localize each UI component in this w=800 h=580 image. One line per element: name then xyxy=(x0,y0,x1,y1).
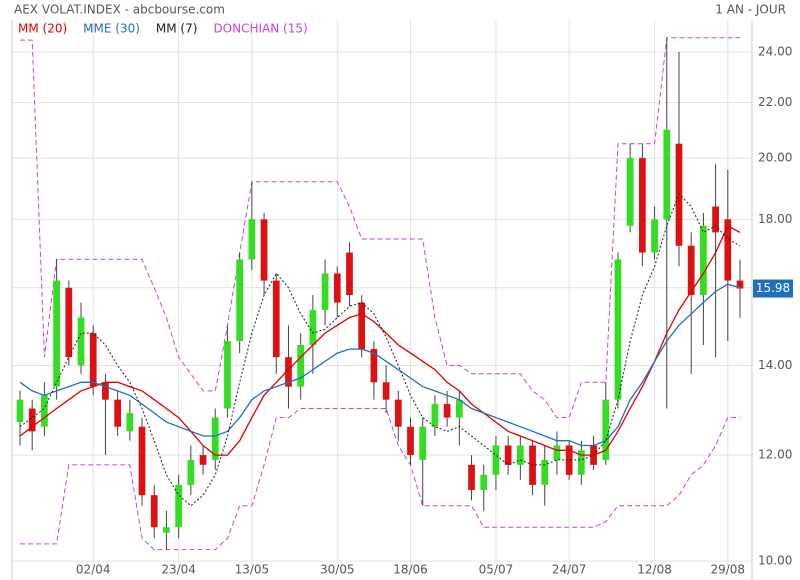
x-tick-label: 05/07 xyxy=(479,563,514,577)
legend-entry: DONCHIAN (15) xyxy=(213,22,307,36)
x-tick-label: 13/05 xyxy=(235,563,270,577)
candle-body xyxy=(626,158,634,226)
candle-body xyxy=(468,464,475,491)
candle-body xyxy=(700,225,707,296)
candle-body xyxy=(516,445,524,465)
candle-body xyxy=(199,455,207,465)
candle-body xyxy=(358,302,366,350)
candle-body xyxy=(248,219,256,260)
candle-body xyxy=(65,287,73,358)
candle-body xyxy=(712,206,719,233)
candle-body xyxy=(16,399,24,423)
x-tick-label: 29/08 xyxy=(710,563,745,577)
candle-body xyxy=(736,280,744,289)
indicator-line xyxy=(19,193,741,507)
candle-body xyxy=(236,259,244,342)
candle-body xyxy=(370,349,378,383)
x-tick-label: 12/08 xyxy=(637,563,672,577)
donchian-lower xyxy=(20,408,740,551)
candle-body xyxy=(382,382,390,400)
candle-body xyxy=(211,417,219,460)
candle-body xyxy=(504,445,512,465)
candle-body xyxy=(419,426,427,460)
candle-body xyxy=(114,399,121,427)
y-tick-label: 10.00 xyxy=(758,554,792,568)
x-tick-label: 24/07 xyxy=(552,563,587,577)
y-tick-label: 20.00 xyxy=(758,151,792,165)
last-price-label: 15.98 xyxy=(756,281,790,295)
candle-body xyxy=(126,413,134,432)
candle-body xyxy=(394,399,402,427)
x-tick-label: 30/05 xyxy=(320,563,355,577)
candle-body xyxy=(663,129,671,220)
candle-body xyxy=(333,273,341,303)
candle-body xyxy=(480,474,488,491)
candle-body xyxy=(272,280,280,358)
candle-body xyxy=(407,426,414,456)
y-tick-label: 18.00 xyxy=(758,212,792,226)
x-tick-label: 18/06 xyxy=(393,563,428,577)
period-label: 1 AN - JOUR xyxy=(715,3,786,17)
candle-body xyxy=(651,219,658,253)
donchian-upper xyxy=(20,37,740,419)
candle-body xyxy=(28,408,36,432)
candle-body xyxy=(553,445,561,460)
candle-body xyxy=(285,357,292,387)
candle-body xyxy=(578,450,585,475)
candle-body xyxy=(455,399,463,418)
candle-body xyxy=(687,245,695,296)
candle-body xyxy=(724,219,732,281)
candle-body xyxy=(321,273,329,311)
candle-body xyxy=(163,527,170,533)
candle-body xyxy=(41,395,48,427)
candle-body xyxy=(602,399,610,460)
candle-body xyxy=(309,310,317,346)
candle-body xyxy=(89,333,97,387)
candle-body xyxy=(565,445,573,475)
candle-body xyxy=(443,404,451,418)
candle-body xyxy=(175,484,182,528)
candle-body xyxy=(53,280,60,387)
candle-body xyxy=(77,317,85,366)
candle-body xyxy=(260,219,268,281)
candle-body xyxy=(541,459,549,485)
candle-body xyxy=(346,252,353,296)
candle-body xyxy=(102,382,109,400)
y-tick-label: 14.00 xyxy=(758,358,792,372)
candle-body xyxy=(614,259,622,400)
last-price-box xyxy=(753,279,793,298)
candle-body xyxy=(297,345,305,387)
legend-entry: MM (7) xyxy=(156,22,198,36)
indicator-line xyxy=(19,224,741,456)
x-tick-label: 23/04 xyxy=(161,563,196,577)
candle-body xyxy=(224,341,231,409)
candle-body xyxy=(138,426,146,496)
y-tick-label: 22.00 xyxy=(758,95,792,109)
chart-title: AEX VOLAT.INDEX - abcbourse.com xyxy=(14,3,225,17)
indicator-line xyxy=(19,283,741,447)
legend-entry: MME (30) xyxy=(83,22,140,36)
candle-body xyxy=(639,158,646,253)
y-tick-label: 12.00 xyxy=(758,448,792,462)
x-tick-label: 02/04 xyxy=(76,563,111,577)
candle-body xyxy=(187,459,195,485)
candle-body xyxy=(431,404,439,427)
candle-body xyxy=(492,445,500,475)
y-tick-label: 24.00 xyxy=(758,45,792,59)
candle-body xyxy=(150,495,158,528)
legend-entry: MM (20) xyxy=(18,22,67,36)
